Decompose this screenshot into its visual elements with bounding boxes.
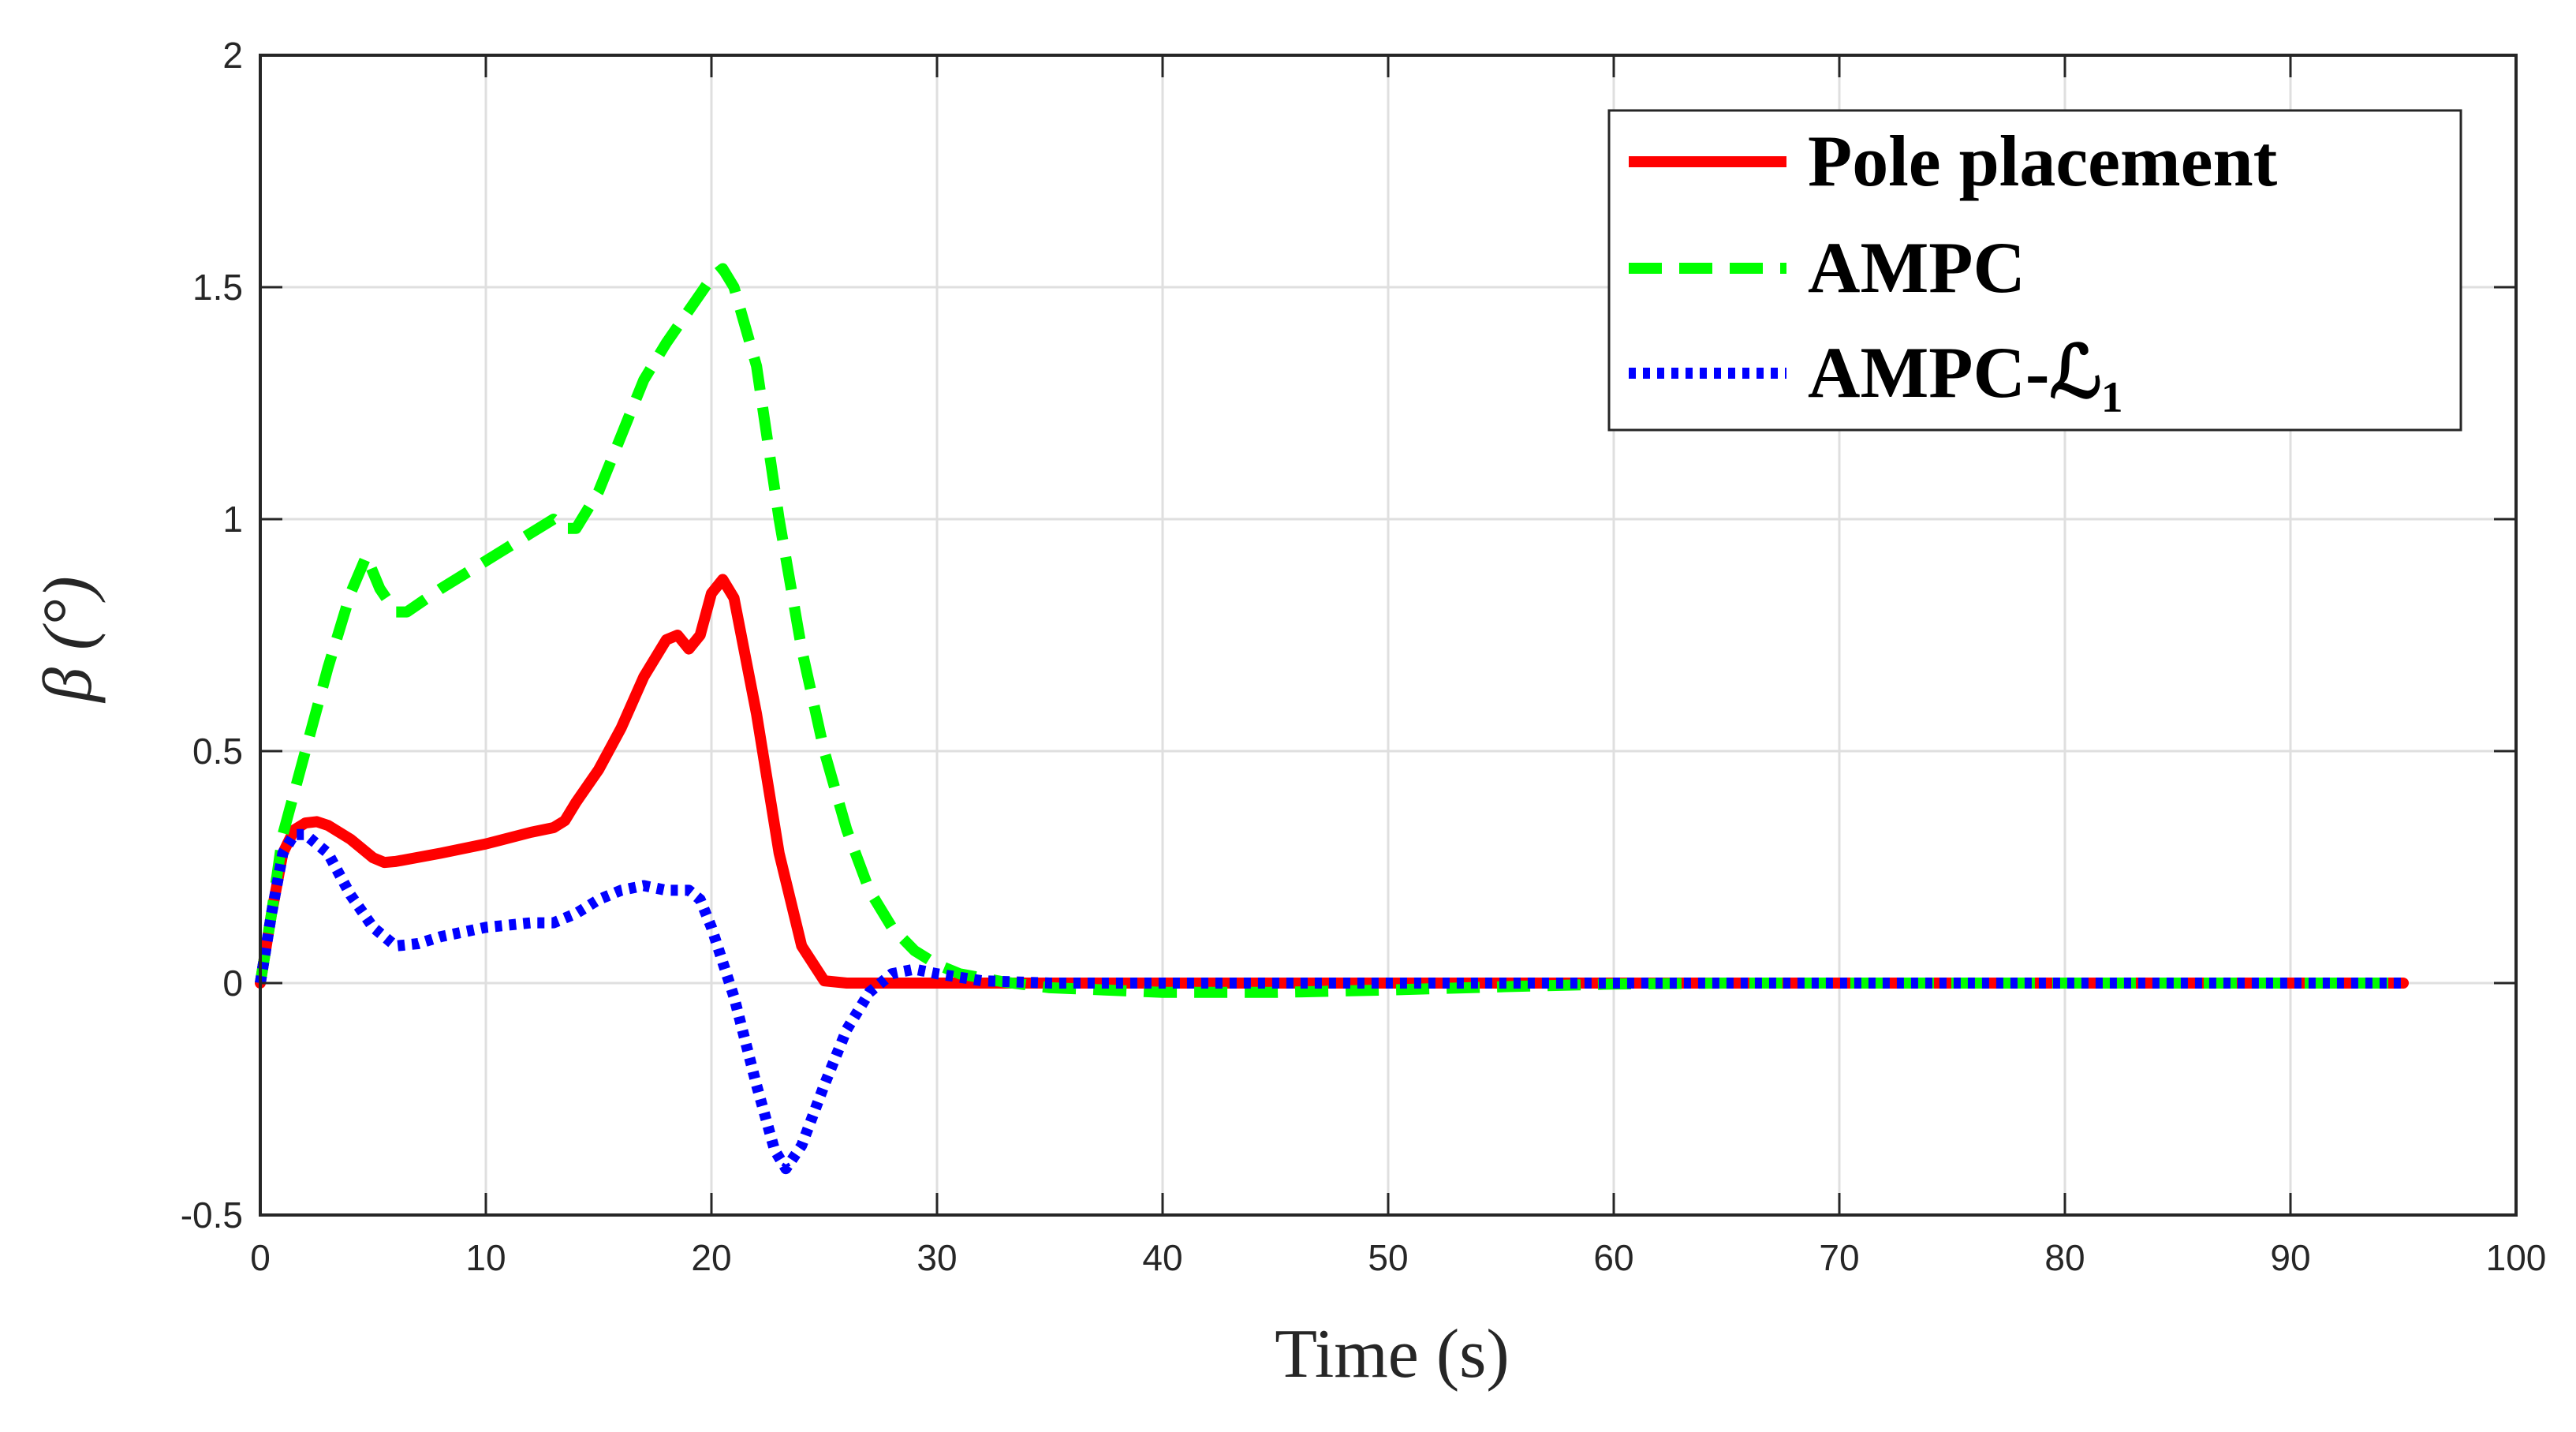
series-line-pole-placement (255, 574, 2409, 989)
x-axis-title: Time (s) (1275, 1316, 1509, 1393)
y-tick-label: 1 (222, 499, 243, 540)
y-tick-labels: -0.5 0 0.5 1 1.5 2 (181, 35, 243, 1236)
legend: Pole placement AMPC AMPC-ℒ₁ (1607, 109, 2462, 432)
x-tick-label: 70 (1819, 1237, 1859, 1278)
y-tick-label: 1.5 (192, 267, 243, 308)
x-tick-label: 30 (917, 1237, 957, 1278)
axis-ticks (259, 54, 2518, 1217)
x-tick-label: 40 (1142, 1237, 1182, 1278)
legend-label-ampc-l1: AMPC-ℒ₁ (1808, 332, 2123, 413)
y-tick-label: 0 (222, 963, 243, 1004)
x-tick-label: 100 (2486, 1237, 2547, 1278)
y-tick-label: 0.5 (192, 731, 243, 772)
series-layer (255, 263, 2409, 1175)
x-tick-label: 10 (465, 1237, 506, 1278)
x-tick-label: 90 (2270, 1237, 2310, 1278)
y-tick-label: -0.5 (181, 1195, 243, 1236)
x-tick-label: 50 (1368, 1237, 1408, 1278)
x-tick-label: 0 (250, 1237, 271, 1278)
legend-label-pole-placement: Pole placement (1808, 121, 2278, 201)
legend-label-ampc: AMPC (1808, 227, 2025, 308)
x-tick-label: 20 (691, 1237, 731, 1278)
x-tick-labels: 0 10 20 30 40 50 60 70 80 90 100 (250, 1237, 2546, 1278)
x-tick-label: 60 (1593, 1237, 1633, 1278)
series-line-ampc (255, 828, 2403, 1175)
y-tick-label: 2 (222, 35, 243, 76)
y-axis-title: β (°) (30, 576, 106, 704)
x-tick-label: 80 (2044, 1237, 2085, 1278)
